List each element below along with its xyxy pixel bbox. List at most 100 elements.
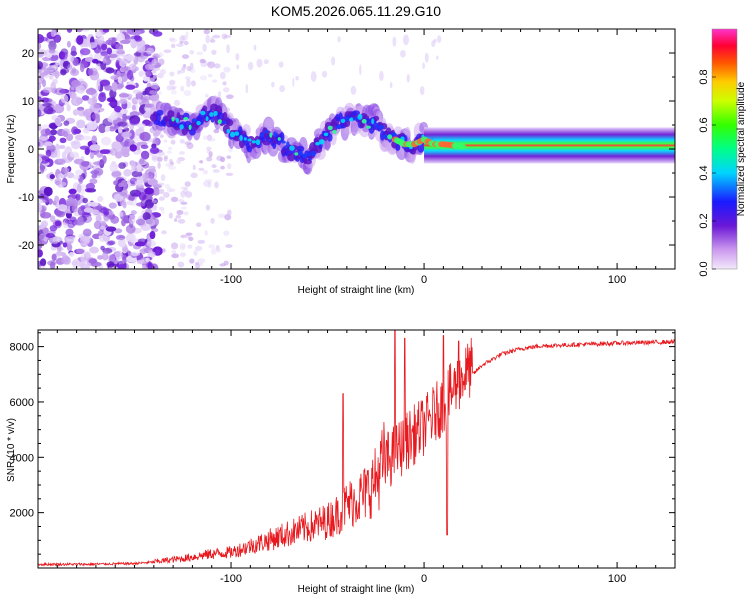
heatmap-cell (190, 80, 196, 87)
heatmap-cell (38, 69, 45, 74)
heatmap-cell (97, 255, 104, 260)
heatmap-cell (54, 195, 60, 204)
heatmap-cell (85, 183, 96, 190)
ridge-core (395, 144, 401, 151)
heatmap-cell (66, 243, 73, 252)
heatmap-cell (42, 227, 49, 234)
heatmap-cell (87, 201, 99, 207)
ridge-peak (306, 152, 312, 156)
heatmap-cell (134, 35, 143, 42)
heatmap-cell (61, 151, 67, 161)
heatmap-cell (76, 119, 86, 129)
colorbar-ticks: 0.0 0.2 0.4 0.6 0.8 (698, 69, 716, 277)
heatmap-cell (60, 94, 69, 104)
heatmap-cell (166, 187, 173, 193)
heatmap-cell (203, 29, 211, 35)
heatmap-cell (90, 261, 102, 267)
snr-frame (37, 329, 676, 569)
heatmap-cell (168, 212, 173, 219)
heatmap-cell (108, 126, 116, 132)
ridge-peak (229, 131, 236, 138)
heatmap-cell (131, 161, 136, 171)
heatmap-cell (186, 65, 192, 71)
colorbar-gradient (712, 29, 737, 269)
heatmap-cell (65, 235, 76, 242)
heatmap-cell (80, 161, 90, 167)
heatmap-cell (206, 149, 211, 154)
ridge-peak (179, 124, 184, 130)
heatmap-cell (179, 35, 185, 44)
heatmap-cell (279, 85, 285, 93)
heatmap-cell (72, 175, 80, 180)
snr-x-label: Height of straight line (km) (298, 584, 415, 595)
heatmap-cell (222, 81, 227, 86)
heatmap-cell (153, 52, 159, 57)
heatmap-cell (117, 126, 123, 134)
heatmap-cell (53, 34, 62, 43)
heatmap-cell (225, 172, 234, 176)
heatmap-cell (106, 47, 113, 55)
heatmap-cell (162, 248, 166, 253)
heatmap-cell (40, 211, 52, 219)
heatmap-cell (216, 248, 221, 253)
heatmap-cell (123, 169, 132, 177)
heatmap-cell (102, 57, 107, 64)
heatmap-cell (195, 222, 202, 228)
heatmap-cell (225, 94, 234, 100)
heatmap-cell (130, 210, 137, 215)
heatmap-cell (129, 111, 140, 117)
heatmap-cell (66, 172, 75, 179)
heatmap-cell (161, 230, 167, 235)
heatmap-cell (75, 85, 86, 94)
ridge-peak (255, 139, 261, 146)
heatmap-cell (142, 264, 147, 269)
ridge-peak (352, 117, 359, 121)
ridge-core (202, 105, 208, 113)
heatmap-cell (93, 220, 102, 230)
heatmap-cell (163, 139, 168, 143)
heatmap-cell (79, 145, 90, 150)
heatmap-cell (124, 34, 131, 40)
heatmap-cell (82, 127, 90, 134)
heatmap-cell (156, 156, 163, 162)
heatmap-cell (89, 151, 95, 160)
heatmap-cell (142, 96, 151, 101)
heatmap-cell (40, 164, 45, 174)
ridge-peak (213, 110, 218, 117)
heatmap-cell (212, 34, 221, 39)
heatmap-cell (38, 249, 43, 258)
heatmap-cell (118, 182, 124, 188)
heatmap-cell (150, 82, 160, 90)
heatmap-cell (216, 155, 224, 161)
heatmap-cell (115, 60, 120, 67)
spectrogram-x-tick-label: 0 (421, 274, 427, 286)
ridge-core (296, 145, 305, 152)
ridge-peak (269, 132, 273, 138)
heatmap-cell (114, 228, 123, 234)
heatmap-cell (136, 259, 144, 265)
ridge-peak (459, 143, 467, 150)
heatmap-cell (185, 232, 193, 236)
ridge-halo (264, 118, 275, 128)
heatmap-cell (118, 98, 128, 105)
heatmap-cell (102, 251, 109, 261)
ridge-peak (286, 141, 290, 148)
heatmap-cell (207, 61, 216, 69)
heatmap-cell (49, 174, 55, 180)
heatmap-cell (86, 121, 98, 131)
ridge-peak (315, 141, 320, 146)
heatmap-cell (62, 167, 70, 174)
heatmap-cell (95, 215, 102, 223)
heatmap-cell (292, 77, 295, 88)
heatmap-cell (419, 85, 425, 96)
heatmap-cell (120, 39, 131, 44)
heatmap-cell (210, 248, 217, 255)
heatmap-cell (174, 218, 178, 222)
heatmap-cell (127, 232, 136, 243)
heatmap-cell (198, 167, 205, 171)
ridge-core (417, 143, 425, 153)
heatmap-cell (96, 34, 105, 44)
heatmap-cell (77, 109, 85, 117)
heatmap-cell (92, 161, 104, 166)
heatmap-cell (256, 58, 263, 68)
